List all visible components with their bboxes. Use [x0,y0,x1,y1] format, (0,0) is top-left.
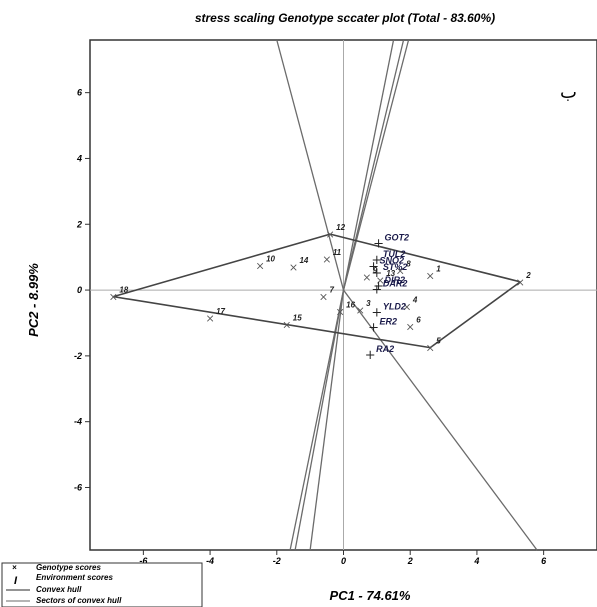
genotype-marker: × [426,269,435,282]
environment-marker: + [371,282,382,297]
y-tick-label: -2 [74,351,82,361]
legend-box [1,562,203,607]
genotype-label: 6 [416,315,421,324]
sector-lines [276,39,538,551]
genotype-marker: × [319,291,328,304]
y-tick-label: -6 [74,482,83,492]
environment-points: + GOT2+ TUL2+ SNO2+ ST%2+ DAR2+ DIR2+ YLD2+ ER2+… [365,232,409,363]
genotype-marker: × [376,274,385,287]
x-axis-label: PC1 - 74.61% [330,588,411,603]
genotype-marker: × [256,259,265,272]
legend-symbol-genotype: × [12,563,17,572]
chart-title: stress scaling Genotype sccater plot (To… [195,11,495,25]
environment-label: YLD2 [383,301,406,311]
genotype-marker: × [289,261,298,274]
genotype-label: 10 [266,254,275,263]
genotype-marker: × [396,264,405,277]
genotype-label: 11 [333,248,342,257]
genotype-label: 16 [346,300,355,309]
environment-label: ER2 [380,316,398,326]
genotype-label: 3 [366,299,371,308]
sector-line [342,39,405,291]
sector-line [342,39,395,291]
x-tick-label: 6 [541,556,547,566]
genotype-label: 5 [436,337,441,346]
y-tick-label: 2 [76,219,82,229]
x-tick-label: -4 [206,556,214,566]
x-tick-label: -6 [139,556,148,566]
genotype-marker: × [282,319,291,332]
genotype-marker: × [402,301,411,314]
legend-symbol-environment: I [14,575,18,587]
environment-marker: + [368,320,379,335]
genotype-marker: × [516,276,525,289]
sector-line [294,289,345,551]
environment-marker: + [371,305,382,320]
genotype-marker: × [109,291,118,304]
genotype-label: 14 [299,256,308,265]
legend: × Genotype scores I Environment scores C… [1,562,203,607]
genotype-marker: × [356,304,365,317]
hull-edge [429,281,521,349]
hull-edge [329,233,521,283]
y-tick-label: -4 [74,417,82,427]
y-tick-label: 0 [77,285,82,295]
convex-hull [113,233,521,349]
environment-label: RA2 [376,344,394,354]
legend-entry-genotype: Genotype scores [36,563,101,572]
environment-marker: + [373,236,384,251]
genotype-label: 13 [386,269,395,278]
sector-line [276,39,345,291]
genotype-label: 2 [525,271,531,280]
annotation-label: ب [560,82,577,103]
genotype-points: ×1×2×3 ×4×5×6×7×8×9×10 ×11×12×13×14×15 ×16×… [109,223,532,355]
environment-label: DIR2 [385,275,406,285]
genotype-marker: × [406,320,415,333]
genotype-label: 1 [436,264,441,273]
environment-label: TUL2 [383,249,406,259]
x-tick-label: 0 [341,556,346,566]
environment-label: SNO2 [380,255,405,265]
x-tick-label: 4 [473,556,479,566]
environment-marker: + [368,259,379,274]
genotype-marker: × [322,253,331,266]
environment-label: GOT2 [385,232,410,242]
legend-entry-hull: Convex hull [36,585,82,594]
legend-entry-sectors: Sectors of convex hull [36,596,122,605]
sector-line [342,39,410,291]
y-tick-label: 6 [77,88,83,98]
environment-marker: + [365,348,376,363]
genotype-label: 17 [216,307,225,316]
genotype-label: 15 [293,314,302,323]
y-tick-label: 4 [76,153,82,163]
environment-label: DAR2 [383,278,408,288]
x-tick-label: 2 [407,556,413,566]
environment-marker: + [371,253,382,268]
environment-label: ST%2 [383,262,408,272]
sector-line [342,289,538,551]
environment-marker: + [373,279,384,294]
genotype-label: 7 [329,286,334,295]
hull-edge [113,295,431,349]
sector-line [289,289,345,551]
y-axis-label: PC2 - 8.99% [26,263,41,337]
genotype-label: 4 [412,296,418,305]
x-tick-label: -2 [273,556,281,566]
genotype-label: 8 [406,259,411,268]
genotype-marker: × [426,342,435,355]
genotype-marker: × [362,271,371,284]
genotype-marker: × [336,305,345,318]
genotype-label: 18 [119,286,128,295]
legend-entry-environment: Environment scores [36,573,113,582]
environment-marker: + [371,266,382,281]
genotype-marker: × [205,312,214,325]
genotype-label: 9 [373,266,378,275]
hull-edge [113,233,331,298]
genotype-marker: × [326,228,335,241]
genotype-label: 12 [336,223,345,232]
